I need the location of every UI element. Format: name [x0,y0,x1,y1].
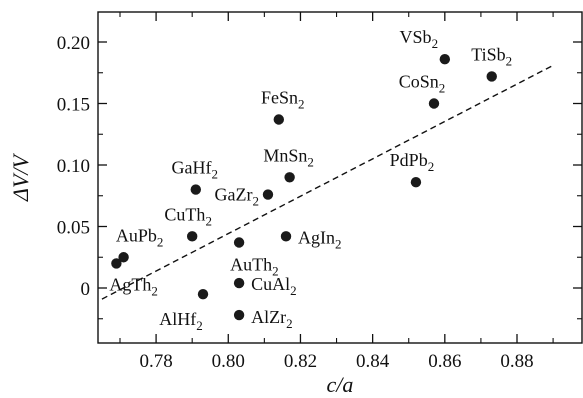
fit-line-layer [101,64,554,300]
x-tick-label: 0.84 [356,351,390,372]
data-point [280,231,292,242]
data-point [197,288,209,300]
point-label: CuTh2 [164,204,212,228]
point-label: CuAl2 [251,274,297,298]
data-point [428,98,440,109]
data-point [186,231,198,242]
x-tick-label: 0.80 [212,351,245,372]
point-label: AgTh2 [109,274,157,298]
plot-frame [97,11,583,344]
point-label: GaHf2 [172,158,218,182]
data-point [111,258,122,269]
data-point [273,114,284,125]
point-label: TiSb2 [471,44,512,68]
y-tick-label: 0.20 [57,33,90,54]
y-tick-label: 0 [81,279,91,300]
point-label: FeSn2 [261,87,305,111]
markers-layer [111,54,497,321]
data-point [284,172,295,183]
x-tick-label: 0.88 [500,351,533,372]
point-label: GaZr2 [214,185,258,209]
y-tick-label: 0.15 [57,95,90,116]
fit-line [101,64,554,300]
x-tick-label: 0.82 [284,351,317,372]
point-label: AlHf2 [159,309,203,333]
data-point [233,309,245,321]
x-axis-label: c/a [327,372,354,397]
point-label: AlZr2 [251,307,293,331]
ticks-layer: 0.78 0.80 0.82 0.84 0.86 0.88 0 0.05 0.10 0.15 0.2… [57,12,582,372]
point-label: CoSn2 [399,72,446,96]
data-point [486,71,497,82]
x-tick-label: 0.86 [428,351,461,372]
x-tick-label: 0.78 [139,351,172,372]
y-tick-label: 0.05 [57,218,90,239]
y-tick-label: 0.10 [57,156,90,177]
data-point [439,54,451,65]
y-axis-label: ΔV/V [8,152,33,201]
point-label: MnSn2 [263,145,314,169]
point-label: PdPb2 [390,150,435,174]
point-label: AgIn2 [298,227,342,251]
data-point [410,177,422,188]
data-point [233,277,245,289]
data-point [190,184,201,195]
point-label: VSb2 [400,27,439,51]
point-label: AuTh2 [230,254,279,278]
data-point [262,189,274,200]
data-point [118,252,129,263]
point-label: AuPb2 [116,225,164,249]
data-point [233,237,245,248]
